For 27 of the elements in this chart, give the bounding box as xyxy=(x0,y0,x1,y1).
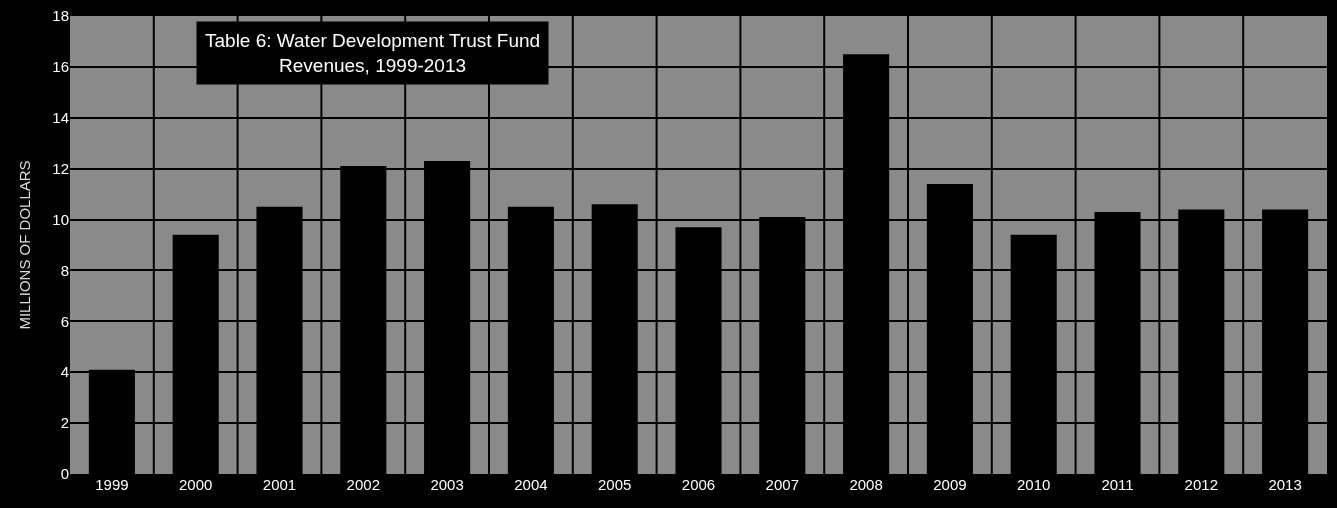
text: Table 6: Water Development Trust Fund Revenues, 1999-2013 xyxy=(205,30,541,76)
y-tick-label: 0 xyxy=(60,465,69,483)
y-tick-label: 16 xyxy=(52,58,69,76)
x-tick-label: 2012 xyxy=(1184,476,1218,493)
x-tick-label: 2003 xyxy=(430,476,464,493)
x-tick-label: 2008 xyxy=(849,476,883,493)
y-tick-label: 6 xyxy=(60,312,69,330)
y-axis-title: MILLIONS OF DOLLARS xyxy=(16,160,33,330)
y-tick-label: 8 xyxy=(60,261,69,279)
x-tick-label: 2009 xyxy=(933,476,967,493)
y-tick-label: 10 xyxy=(52,210,69,228)
y-tick-label: 2 xyxy=(60,414,69,432)
x-tick-label: 2001 xyxy=(262,476,297,493)
y-tick-label: 12 xyxy=(52,159,69,177)
x-tick-label: 2011 xyxy=(1101,476,1134,493)
x-tick-label: 1999 xyxy=(95,476,129,493)
x-tick-label: 2005 xyxy=(598,476,632,493)
y-tick-label: 18 xyxy=(52,7,69,25)
y-tick-label: 4 xyxy=(60,363,69,381)
y-tick-label: 14 xyxy=(52,109,69,127)
x-tick-label: 2000 xyxy=(179,476,213,493)
x-tick-label: 2006 xyxy=(681,476,716,493)
x-tick-label: 2004 xyxy=(514,476,548,493)
x-tick-label: 2007 xyxy=(765,476,799,493)
x-tick-label: 2010 xyxy=(1017,476,1051,493)
x-tick-label: 2013 xyxy=(1268,476,1302,493)
x-tick-label: 2002 xyxy=(346,476,380,493)
